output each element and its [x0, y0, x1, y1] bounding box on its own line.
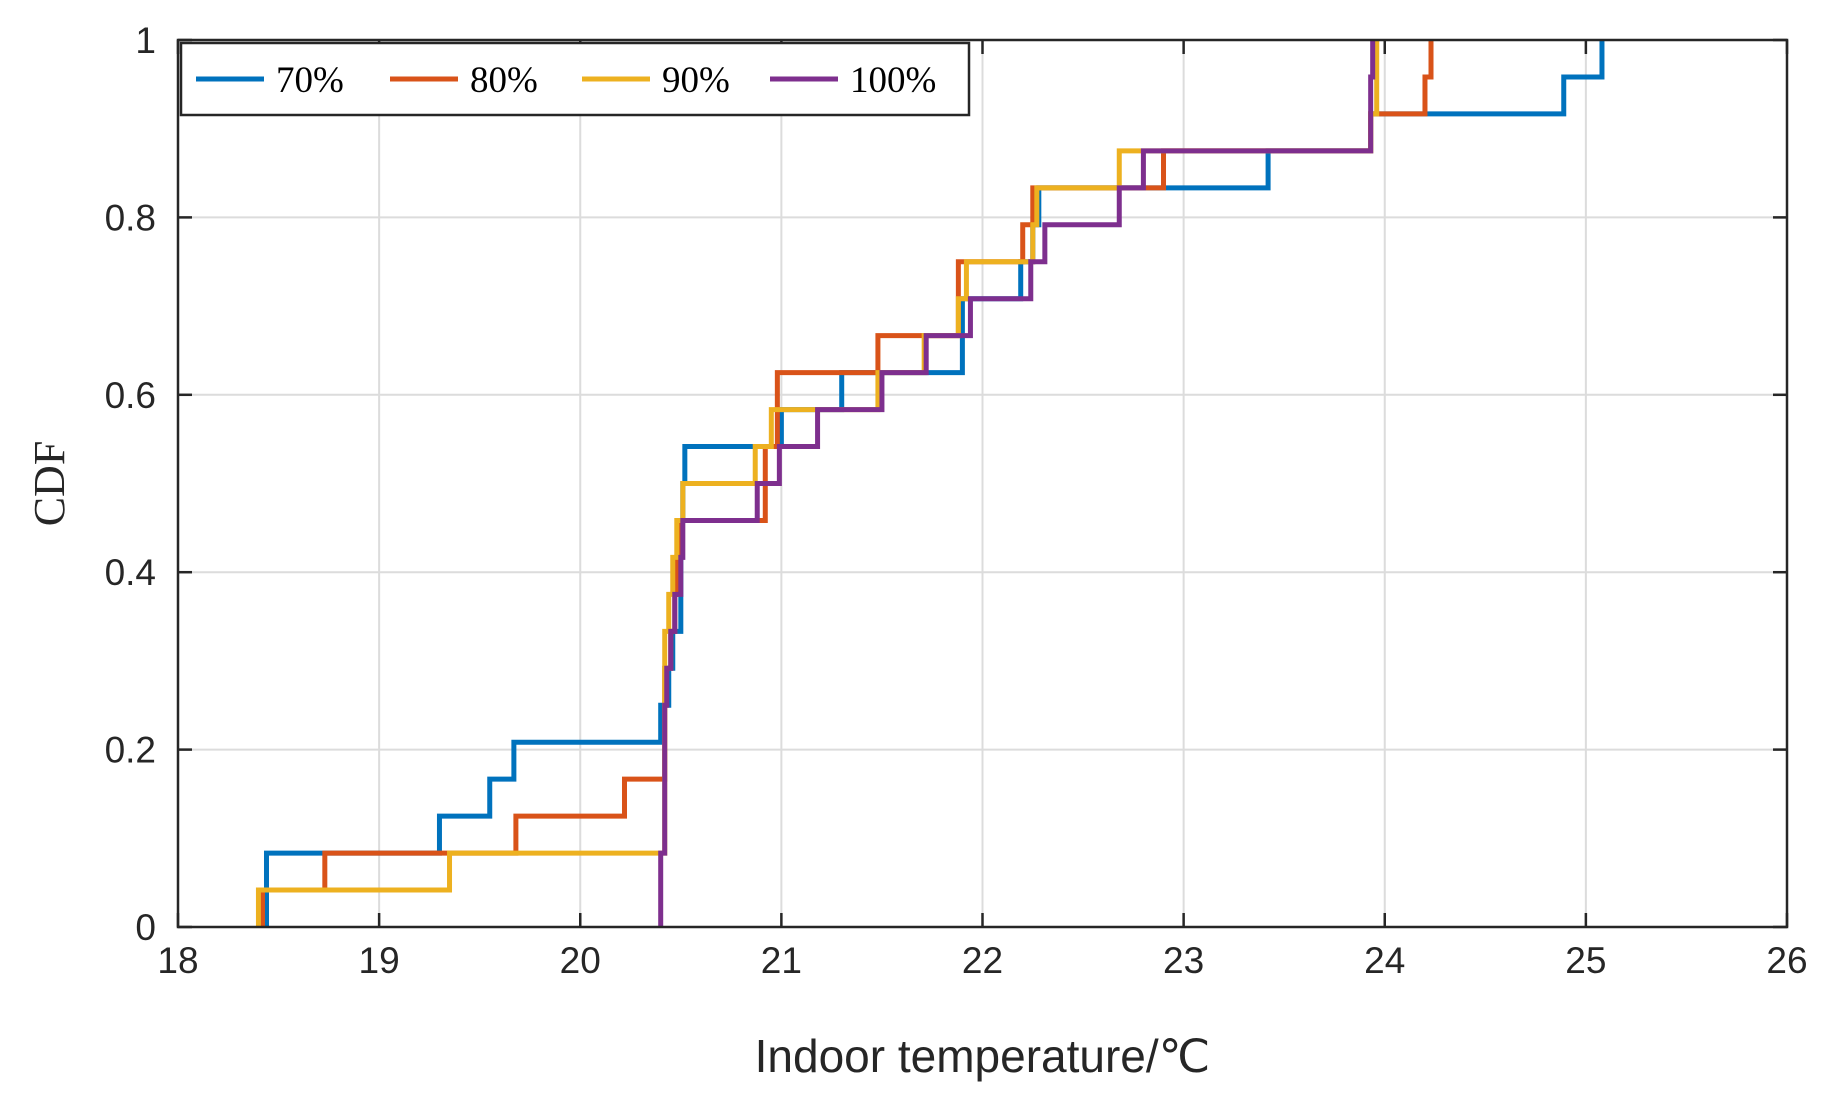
x-tick-label: 22 [962, 940, 1003, 981]
legend-label-70pct: 70% [276, 60, 344, 101]
x-tick-label: 23 [1163, 940, 1204, 981]
x-tick-label: 26 [1766, 940, 1807, 981]
y-tick-label: 0.2 [105, 730, 156, 771]
y-axis-title: CDF [25, 441, 74, 527]
x-tick-label: 20 [560, 940, 601, 981]
y-tick-label: 0 [135, 907, 156, 948]
legend-label-90pct: 90% [662, 60, 730, 101]
x-tick-label: 19 [359, 940, 400, 981]
x-tick-labels: 18 19 20 21 22 23 24 25 26 [157, 940, 1807, 981]
x-axis-title: Indoor temperature/℃ [755, 1030, 1211, 1082]
series-line-100pct [658, 40, 1376, 927]
legend: 70% 80% 90% 100% [179, 41, 971, 117]
y-tick-labels: 0 0.2 0.4 0.6 0.8 1 [105, 20, 156, 948]
series-line-90pct [255, 40, 1380, 927]
series-lines [255, 40, 1605, 927]
x-tick-label: 18 [157, 940, 198, 981]
series-line-70pct [263, 40, 1605, 927]
x-tick-label: 25 [1565, 940, 1606, 981]
x-tick-label: 24 [1364, 940, 1405, 981]
legend-label-80pct: 80% [470, 60, 538, 101]
grid [177, 39, 1788, 928]
y-tick-label: 0.4 [105, 552, 156, 593]
y-tick-label: 1 [135, 20, 156, 61]
y-tick-label: 0.6 [105, 375, 156, 416]
series-line-80pct [259, 40, 1434, 927]
x-tick-label: 21 [761, 940, 802, 981]
y-tick-label: 0.8 [105, 197, 156, 238]
legend-label-100pct: 100% [850, 60, 936, 101]
